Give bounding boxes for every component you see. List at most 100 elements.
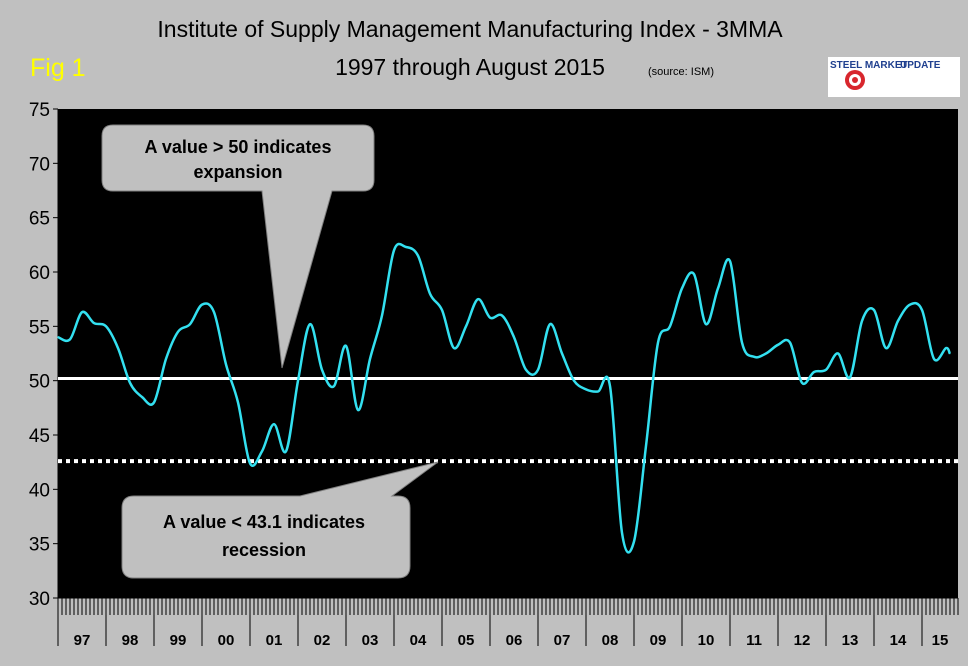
ism-index-point (897, 320, 899, 322)
expansion-text-line2: expansion (193, 162, 282, 182)
ism-index-point (237, 401, 239, 404)
ism-index-point (861, 320, 863, 322)
y-tick-label: 65 (29, 209, 50, 230)
x-year-label: 07 (554, 632, 571, 649)
ism-index-point (681, 287, 683, 290)
recession-text-line1: A value < 43.1 indicates (163, 512, 365, 532)
chart-subtitle: 1997 through August 2015 (335, 54, 605, 80)
ism-index-point (213, 311, 215, 314)
x-year-label: 97 (74, 632, 91, 649)
ism-index-point (153, 401, 155, 404)
ism-index-point (813, 371, 815, 373)
ism-index-point (849, 376, 851, 379)
y-tick-label: 55 (29, 317, 50, 338)
ism-index-point (477, 298, 479, 301)
ism-index-point (309, 323, 311, 326)
ism-index-point (693, 273, 695, 276)
ism-index-point (201, 303, 203, 306)
fig-label: Fig 1 (30, 54, 86, 82)
ism-index-point (597, 390, 599, 393)
ism-index-point (117, 347, 119, 349)
ism-index-point (405, 246, 407, 248)
ism-index-point (585, 388, 587, 391)
x-year-label: 09 (650, 632, 667, 649)
expansion-text-line1: A value > 50 indicates (145, 137, 332, 157)
ism-index-point (705, 323, 707, 326)
ism-index-point (789, 341, 791, 344)
x-year-label: 14 (890, 632, 907, 649)
y-tick-label: 60 (29, 263, 50, 284)
ism-index-point (261, 450, 263, 453)
ism-index-point (633, 540, 635, 543)
ism-index-point (741, 341, 743, 344)
x-axis: 97 98 99 00 01 02 03 04 05 06 07 08 09 10 11 12 13 14 15 (57, 597, 959, 666)
ism-index-point (549, 323, 551, 326)
ism-index-point (357, 409, 359, 411)
ism-index-point (949, 352, 951, 355)
x-year-label: 15 (932, 632, 949, 649)
y-tick-label: 35 (29, 535, 50, 556)
steel-market-update-logo: STEEL MARKET UPDATE (828, 57, 960, 97)
ism-index-point (249, 462, 251, 465)
y-tick-label: 70 (29, 154, 50, 175)
ism-index-point (753, 356, 755, 358)
expansion-callout-shape (101, 124, 375, 369)
ism-index-point (465, 325, 467, 328)
ism-index-point (933, 358, 935, 360)
x-year-label: 98 (122, 632, 139, 649)
ism-index-point (57, 336, 59, 339)
recession-callout-shape (121, 461, 439, 579)
ism-index-point (285, 450, 287, 453)
ism-index-point (513, 336, 515, 339)
ism-index-point (729, 260, 731, 262)
ism-index-point (537, 369, 539, 371)
ism-index-point (777, 344, 779, 346)
ism-index-point (645, 445, 647, 447)
ism-index-point (489, 316, 491, 319)
ism-index-point (333, 385, 335, 387)
expansion-callout: A value > 50 indicates expansion (101, 124, 375, 369)
ism-index-point (801, 382, 803, 384)
ism-index-point (885, 347, 887, 349)
ism-index-point (945, 347, 947, 349)
ism-index-point (81, 311, 83, 314)
ism-index-point (321, 369, 323, 371)
x-year-label: 99 (170, 632, 187, 649)
ism-index-point (909, 303, 911, 306)
ism-index-point (453, 347, 455, 349)
recession-text-line2: recession (222, 540, 306, 560)
ism-index-point (669, 325, 671, 328)
ism-index-point (273, 423, 275, 425)
ism-index-point (393, 249, 395, 252)
ism-index-point (429, 292, 431, 295)
ism-index-point (297, 379, 299, 382)
ism-index-point (177, 331, 179, 333)
y-tick-label: 75 (29, 100, 50, 121)
x-year-label: 10 (698, 632, 715, 649)
ism-index-point (69, 338, 71, 341)
ism-index-point (921, 309, 923, 311)
ism-index-point (501, 314, 503, 317)
x-year-label: 04 (410, 632, 427, 649)
ism-index-point (189, 323, 191, 326)
x-year-label: 05 (458, 632, 475, 649)
ism-index-point (417, 254, 419, 257)
ism-index-point (825, 369, 827, 371)
chart-title: Institute of Supply Management Manufactu… (157, 16, 783, 42)
ism-index-point (129, 382, 131, 384)
x-year-label: 08 (602, 632, 619, 649)
x-year-label: 11 (746, 632, 762, 649)
ism-index-point (873, 309, 875, 311)
y-tick-label: 40 (29, 480, 50, 501)
x-year-label: 02 (314, 632, 331, 649)
ism-index-point (657, 341, 659, 344)
ism-index-point (609, 385, 611, 387)
ism-index-point (105, 325, 107, 328)
source-note: (source: ISM) (648, 66, 714, 78)
x-year-label: 13 (842, 632, 859, 649)
ism-index-point (225, 363, 227, 366)
ism-index-point (765, 352, 767, 355)
ism-index-point (165, 358, 167, 360)
ism-index-point (381, 314, 383, 317)
ism-index-point (561, 352, 563, 355)
